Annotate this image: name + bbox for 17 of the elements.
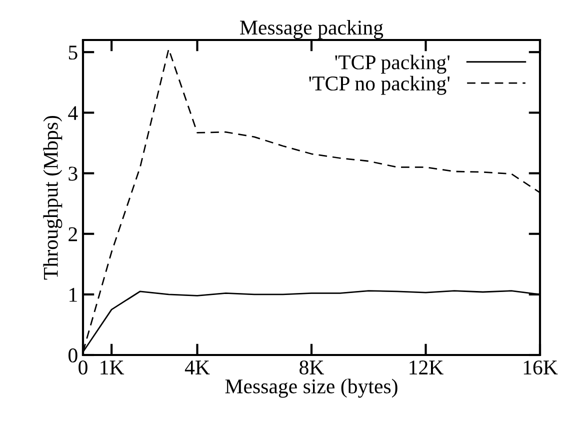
x-tick-label: 16K (524, 360, 558, 375)
x-tick-label: 8K (300, 360, 324, 375)
y-tick-label: 3 (68, 166, 78, 181)
x-tick-label: 1K (100, 360, 124, 374)
y-axis-title: Throughput (Mbps) (43, 116, 62, 280)
x-axis-title: Message size (bytes) (225, 378, 398, 398)
y-tick-label: 4 (68, 106, 78, 120)
x-tick-label: 12K (410, 360, 444, 374)
x-tick-label: 4K (184, 360, 210, 374)
y-tick-label: 2 (68, 227, 77, 242)
legend-label: 'TCP packing' (335, 54, 450, 74)
y-tick-label: 5 (68, 46, 78, 60)
chart-title: Message packing (240, 20, 384, 39)
x-tick-label: 0 (78, 360, 88, 375)
y-tick-label: 1 (70, 288, 77, 302)
y-tick-label: 0 (68, 348, 78, 362)
legend-label: 'TCP no packing' (309, 76, 450, 95)
